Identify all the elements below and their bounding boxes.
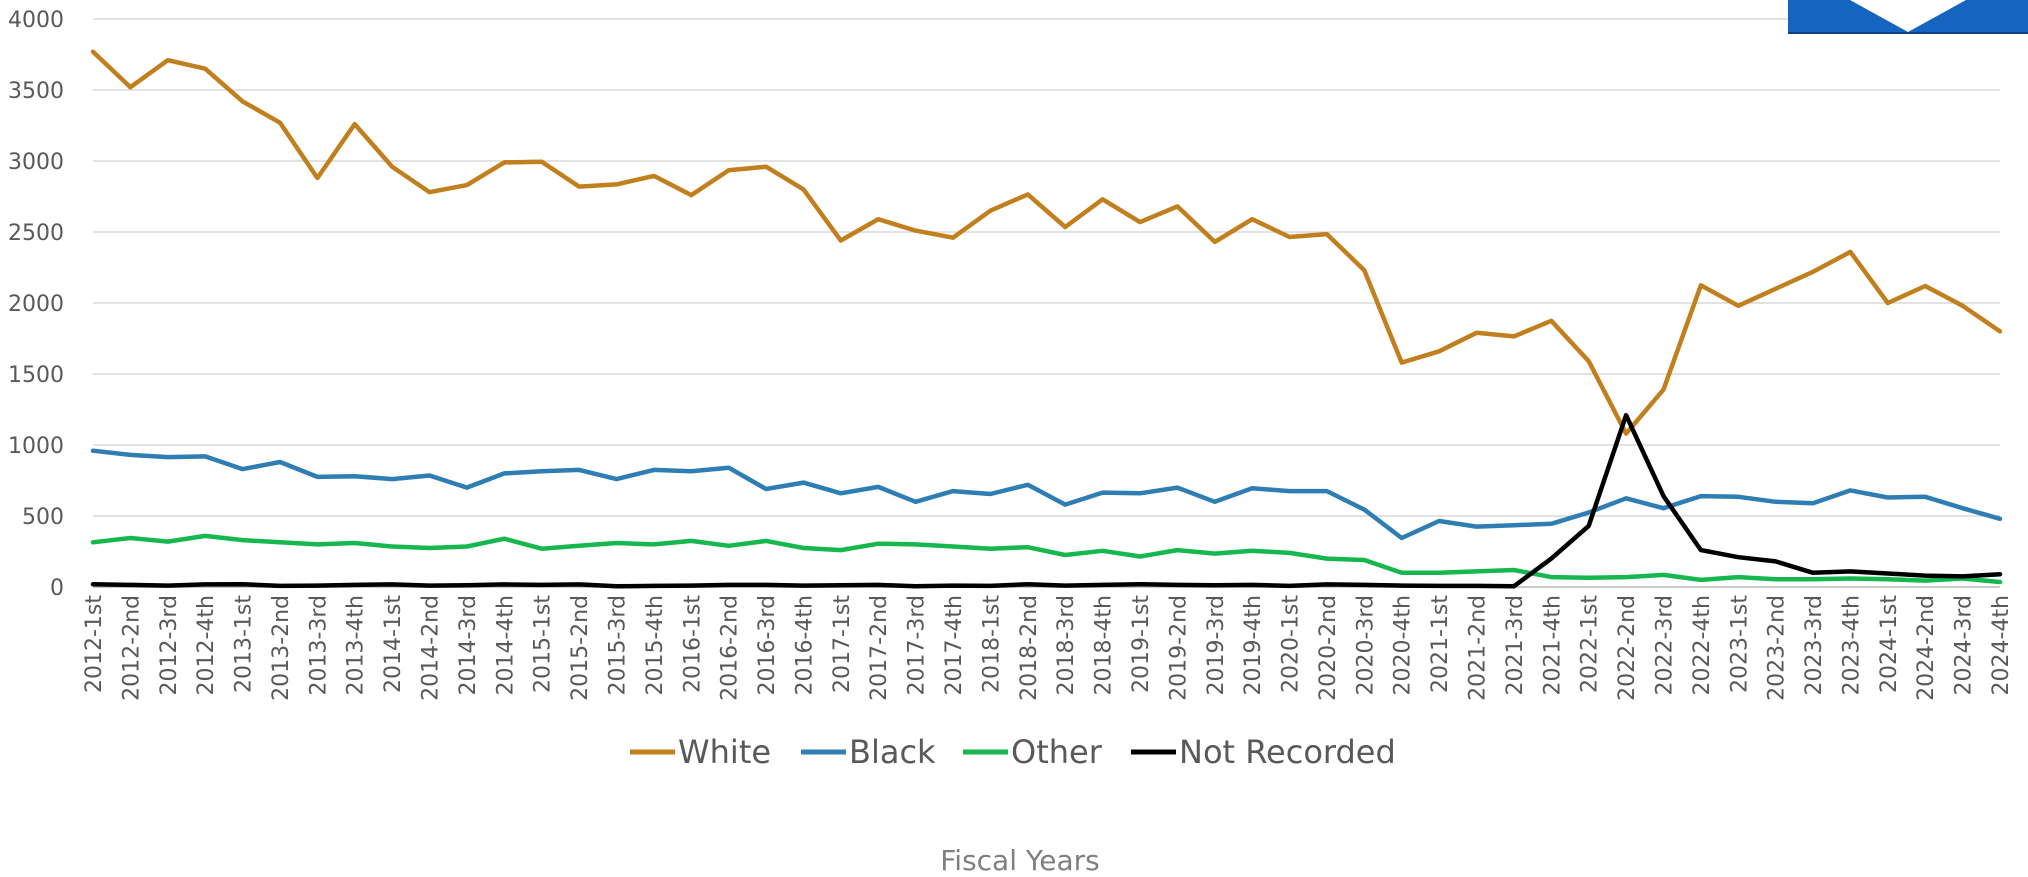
y-axis-ticks: 0 500 1000 1500 2000 2500 3000 3500 4000: [8, 8, 64, 601]
x-tick-label: 2020-2nd: [1316, 595, 1341, 701]
legend-label-other: Other: [1011, 733, 1103, 771]
x-tick-label: 2023-3rd: [1802, 595, 1827, 696]
x-tick-label: 2019-2nd: [1166, 595, 1191, 701]
y-tick-label: 3000: [8, 150, 64, 175]
x-tick-label: 2017-3rd: [905, 595, 930, 696]
x-tick-label: 2018-1st: [979, 595, 1004, 693]
y-tick-label: 2500: [8, 221, 64, 246]
y-tick-label: 500: [22, 505, 64, 530]
x-tick-label: 2024-2nd: [1914, 595, 1939, 701]
x-tick-label: 2019-3rd: [1204, 595, 1229, 696]
x-tick-label: 2013-3rd: [306, 595, 331, 696]
x-tick-label: 2019-1st: [1129, 595, 1154, 693]
x-axis-ticks: 2012-1st 2012-2nd 2012-3rd 2012-4th 2013-1st…: [82, 595, 2014, 701]
x-tick-label: 2017-4th: [942, 595, 967, 696]
x-tick-label: 2015-1st: [531, 595, 556, 693]
x-tick-label: 2014-2nd: [419, 595, 444, 701]
x-tick-label: 2014-1st: [381, 595, 406, 693]
y-tick-label: 0: [50, 576, 64, 601]
x-tick-label: 2016-2nd: [718, 595, 743, 701]
y-tick-label: 4000: [8, 8, 64, 33]
legend-label-black: Black: [849, 733, 936, 771]
x-tick-label: 2023-1st: [1727, 595, 1752, 693]
x-tick-label: 2019-4th: [1241, 595, 1266, 696]
series-lines: [90, 49, 2003, 589]
series-line-white: [90, 49, 2003, 436]
x-tick-label: 2024-4th: [1989, 595, 2014, 696]
legend-label-white: White: [678, 733, 771, 771]
x-tick-label: 2012-3rd: [157, 595, 182, 696]
series-line-not-recorded: [90, 412, 2003, 589]
x-tick-label: 2013-2nd: [269, 595, 294, 701]
x-tick-label: 2022-4th: [1690, 595, 1715, 696]
x-tick-label: 2014-4th: [493, 595, 518, 696]
x-tick-label: 2020-3rd: [1353, 595, 1378, 696]
x-tick-label: 2018-4th: [1092, 595, 1117, 696]
x-tick-label: 2021-2nd: [1466, 595, 1491, 701]
x-tick-label: 2022-2nd: [1615, 595, 1640, 701]
x-tick-label: 2017-1st: [830, 595, 855, 693]
series-line-other: [90, 533, 2003, 585]
series-line-black: [90, 448, 2003, 541]
x-tick-label: 2018-3rd: [1054, 595, 1079, 696]
x-axis-title: Fiscal Years: [940, 844, 1100, 877]
x-tick-label: 2012-1st: [82, 595, 107, 693]
y-tick-label: 1500: [8, 363, 64, 388]
x-tick-label: 2021-4th: [1540, 595, 1565, 696]
x-tick-label: 2023-4th: [1839, 595, 1864, 696]
x-tick-label: 2020-4th: [1391, 595, 1416, 696]
legend: White Black Other Not Recorded: [630, 733, 1396, 771]
x-tick-label: 2015-3rd: [605, 595, 630, 696]
y-tick-label: 3500: [8, 79, 64, 104]
x-tick-label: 2021-1st: [1428, 595, 1453, 693]
x-tick-label: 2014-3rd: [456, 595, 481, 696]
x-tick-label: 2016-1st: [680, 595, 705, 693]
x-tick-label: 2015-2nd: [568, 595, 593, 701]
x-tick-label: 2020-1st: [1279, 595, 1304, 693]
logo-fragment: [1788, 0, 2028, 34]
legend-label-not-recorded: Not Recorded: [1179, 733, 1396, 771]
x-tick-label: 2012-2nd: [119, 595, 144, 701]
y-tick-label: 1000: [8, 434, 64, 459]
x-tick-label: 2013-1st: [232, 595, 257, 693]
x-tick-label: 2022-1st: [1578, 595, 1603, 693]
x-tick-label: 2024-1st: [1877, 595, 1902, 693]
x-tick-label: 2022-3rd: [1652, 595, 1677, 696]
x-tick-label: 2013-4th: [344, 595, 369, 696]
x-tick-label: 2016-3rd: [755, 595, 780, 696]
x-tick-label: 2012-4th: [194, 595, 219, 696]
x-tick-label: 2021-3rd: [1503, 595, 1528, 696]
x-tick-label: 2018-2nd: [1017, 595, 1042, 701]
x-tick-label: 2023-2nd: [1765, 595, 1790, 701]
x-tick-label: 2024-3rd: [1952, 595, 1977, 696]
x-tick-label: 2016-4th: [792, 595, 817, 696]
y-tick-label: 2000: [8, 292, 64, 317]
x-tick-label: 2017-2nd: [867, 595, 892, 701]
x-tick-label: 2015-4th: [643, 595, 668, 696]
gridlines: [93, 18, 2000, 588]
